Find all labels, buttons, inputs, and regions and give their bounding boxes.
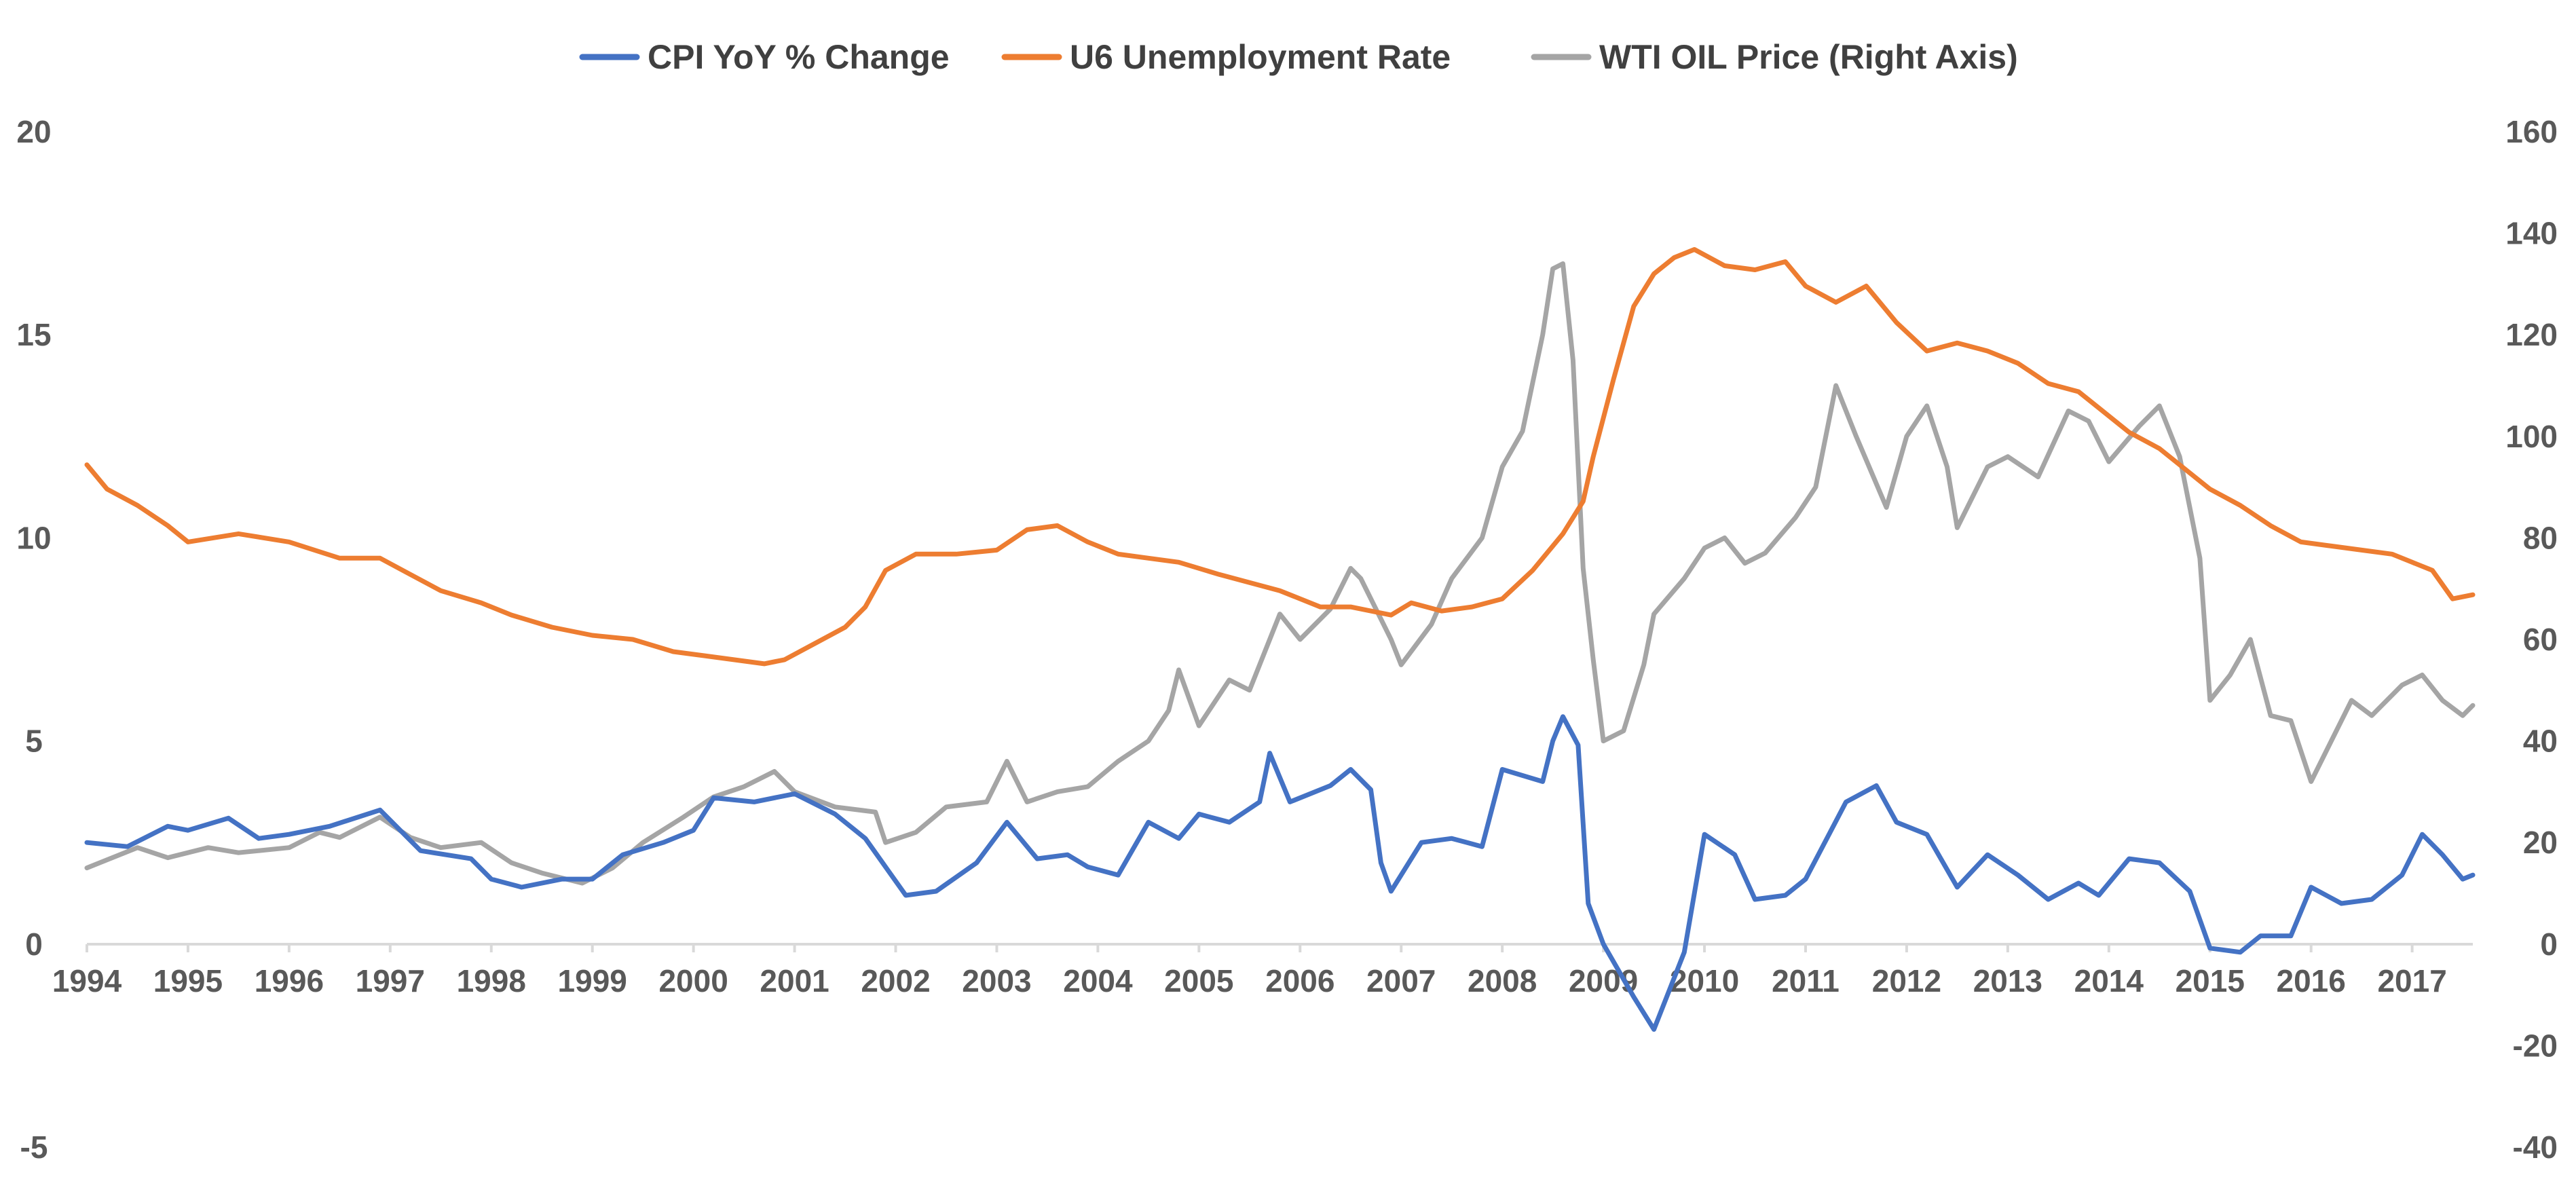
y-right-tick-label: 20 bbox=[2523, 825, 2558, 860]
axes: 1994 1995 1996 1997 1998 1999 2000 2001 2002 2003… bbox=[16, 114, 2558, 1165]
y-right-tick-label: -40 bbox=[2513, 1130, 2558, 1165]
x-tick-label: 1998 bbox=[457, 963, 526, 999]
y-left-tick-label: 5 bbox=[25, 724, 43, 759]
y-right-tick-label: 120 bbox=[2505, 317, 2558, 352]
y-left-tick-label: 0 bbox=[25, 927, 43, 962]
x-tick-label: 2002 bbox=[861, 963, 930, 999]
legend-label-2: WTI OIL Price (Right Axis) bbox=[1599, 38, 2018, 76]
x-tick-label: 2016 bbox=[2277, 963, 2346, 999]
x-tick-label: 2015 bbox=[2176, 963, 2245, 999]
y-left-tick-label: 20 bbox=[16, 114, 51, 149]
x-tick-label: 2008 bbox=[1468, 963, 1537, 999]
y-left-tick-label: 10 bbox=[16, 520, 51, 555]
series-line-0 bbox=[84, 714, 2476, 1032]
x-tick-label: 1996 bbox=[255, 963, 324, 999]
y-right-tick-label: 140 bbox=[2505, 216, 2558, 251]
x-tick-label: 2001 bbox=[760, 963, 829, 999]
legend-label-0: CPI YoY % Change bbox=[648, 38, 950, 76]
x-tick-label: 2006 bbox=[1265, 963, 1334, 999]
x-tick-label: 1995 bbox=[153, 963, 223, 999]
x-tick-label: 1994 bbox=[52, 963, 122, 999]
series-line-2 bbox=[84, 261, 2476, 886]
x-tick-label: 2007 bbox=[1366, 963, 1436, 999]
x-tick-label: 1999 bbox=[558, 963, 627, 999]
x-tick-label: 1997 bbox=[356, 963, 425, 999]
x-tick-label: 2011 bbox=[1772, 963, 1840, 999]
x-tick-label: 2005 bbox=[1164, 963, 1233, 999]
y-right-tick-label: 60 bbox=[2523, 622, 2558, 657]
x-tick-label: 2010 bbox=[1670, 963, 1739, 999]
y-right-tick-label: -20 bbox=[2513, 1028, 2558, 1063]
x-tick-label: 2009 bbox=[1569, 963, 1638, 999]
series-layer bbox=[84, 247, 2476, 1032]
x-tick-label: 2003 bbox=[962, 963, 1031, 999]
y-right-tick-label: 0 bbox=[2540, 927, 2558, 962]
series-line-1 bbox=[84, 247, 2476, 667]
x-tick-label: 2013 bbox=[1973, 963, 2042, 999]
x-tick-label: 2012 bbox=[1872, 963, 1941, 999]
x-tick-label: 2014 bbox=[2074, 963, 2144, 999]
y-right-tick-label: 100 bbox=[2505, 419, 2558, 454]
y-right-tick-label: 40 bbox=[2523, 724, 2558, 759]
y-right-tick-label: 80 bbox=[2523, 520, 2558, 555]
y-right-tick-label: 160 bbox=[2505, 114, 2558, 149]
legend: CPI YoY % Change U6 Unemployment Rate WTI … bbox=[579, 38, 2018, 76]
legend-label-1: U6 Unemployment Rate bbox=[1070, 38, 1451, 76]
x-tick-label: 2017 bbox=[2377, 963, 2446, 999]
y-left-tick-label: 15 bbox=[16, 317, 51, 352]
x-tick-label: 2000 bbox=[658, 963, 728, 999]
x-tick-label: 2004 bbox=[1063, 963, 1133, 999]
y-left-tick-label: -5 bbox=[20, 1130, 48, 1165]
